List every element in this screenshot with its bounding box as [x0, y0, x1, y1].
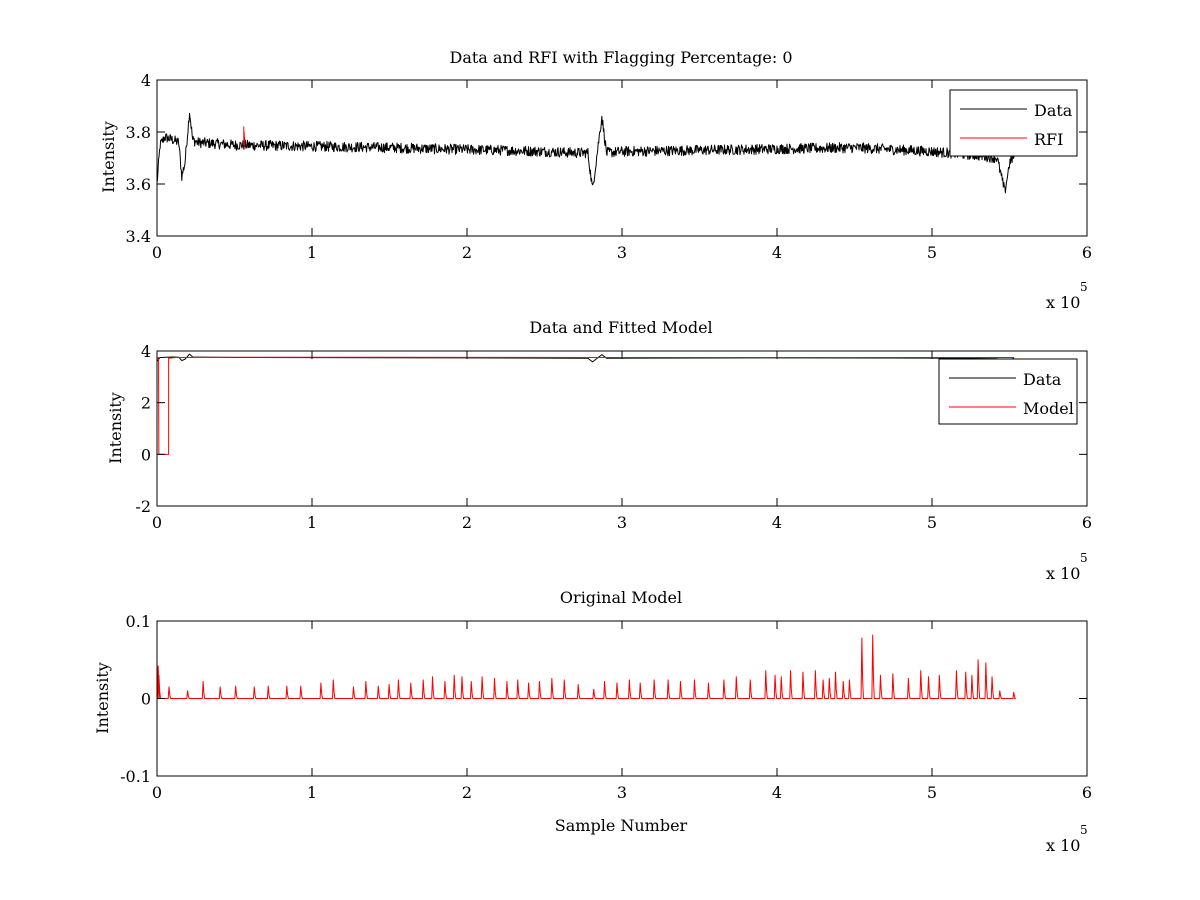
x-tick-label: 1 [307, 513, 317, 532]
subplot-1-ylabel: Intensity [99, 121, 118, 193]
x-tick-label: 4 [772, 783, 782, 802]
subplot-3-plot-area: 0 1 2 3 4 5 6-0.100.1 [120, 612, 1092, 802]
x-tick-label: 0 [152, 783, 162, 802]
y-tick-label: 0 [141, 445, 151, 464]
x-tick-label: 6 [1082, 513, 1092, 532]
subplot-3-series-original-model [157, 634, 1016, 699]
subplot-2: Data and Fitted Model Intensity 0 1 2 3 4 5 6 -… [106, 318, 1092, 583]
subplot-3-title: Original Model [560, 588, 682, 607]
x-tick-label: 1 [307, 243, 317, 262]
subplot-3: Original Model Intensity 0 1 2 3 4 5 6-0.100.1… [93, 588, 1092, 855]
subplot-2-legend: Data Model [938, 358, 1078, 425]
subplot-1-series-data [157, 112, 1015, 194]
subplot-1-x-multiplier-exponent: 5 [1080, 280, 1088, 294]
subplot-2-x-multiplier: x 10 [1046, 564, 1080, 583]
y-tick-label: 0.1 [126, 612, 151, 631]
subplot-1-x-multiplier: x 10 [1046, 293, 1080, 312]
x-tick-label: 4 [772, 243, 782, 262]
x-tick-label: 1 [307, 783, 317, 802]
legend-label: Data [1023, 370, 1062, 389]
x-tick-label: 6 [1082, 783, 1092, 802]
x-tick-label: 2 [462, 243, 472, 262]
x-tick-label: 5 [927, 243, 937, 262]
subplot-1-series-rfi [243, 126, 246, 149]
subplot-2-ylabel: Intensity [106, 392, 125, 464]
subplot-1-legend: Data RFI [949, 89, 1078, 157]
y-tick-label: 2 [141, 394, 151, 413]
x-tick-label: 5 [927, 513, 937, 532]
subplot-3-xlabel: Sample Number [555, 816, 688, 835]
subplot-1: Data and RFI with Flagging Percentage: 0… [99, 48, 1092, 312]
subplot-1-plot-area: 0 1 2 3 4 5 6 3.4 3.6 3.8 4 Data RFI [126, 71, 1093, 262]
y-tick-label: 4 [141, 342, 151, 361]
x-tick-label: 0 [152, 243, 162, 262]
x-tick-label: 5 [927, 783, 937, 802]
legend-label: Model [1023, 399, 1074, 418]
x-tick-label: 3 [617, 243, 627, 262]
y-tick-label: 3.4 [126, 227, 151, 246]
subplot-2-x-multiplier-exponent: 5 [1080, 551, 1088, 565]
legend-label: Data [1034, 101, 1073, 120]
y-tick-label: 3.6 [126, 175, 151, 194]
y-tick-label: 0 [141, 690, 151, 709]
y-tick-label: -2 [135, 497, 151, 516]
subplot-2-title: Data and Fitted Model [529, 318, 712, 337]
legend-box [949, 89, 1078, 157]
x-tick-label: 4 [772, 513, 782, 532]
subplot-3-ylabel: Intensity [93, 662, 112, 734]
y-tick-label: 4 [141, 71, 151, 90]
x-tick-label: 3 [617, 783, 627, 802]
y-tick-label: 3.8 [126, 123, 151, 142]
subplot-3-x-multiplier-exponent: 5 [1080, 823, 1088, 837]
x-tick-label: 3 [617, 513, 627, 532]
x-tick-label: 0 [152, 513, 162, 532]
x-tick-label: 2 [462, 513, 472, 532]
subplot-3-x-multiplier: x 10 [1046, 836, 1080, 855]
subplot-1-title: Data and RFI with Flagging Percentage: 0 [449, 48, 792, 67]
x-tick-label: 6 [1082, 243, 1092, 262]
legend-box [938, 358, 1078, 425]
x-tick-label: 2 [462, 783, 472, 802]
y-tick-label: -0.1 [120, 767, 151, 786]
legend-label: RFI [1034, 130, 1063, 149]
